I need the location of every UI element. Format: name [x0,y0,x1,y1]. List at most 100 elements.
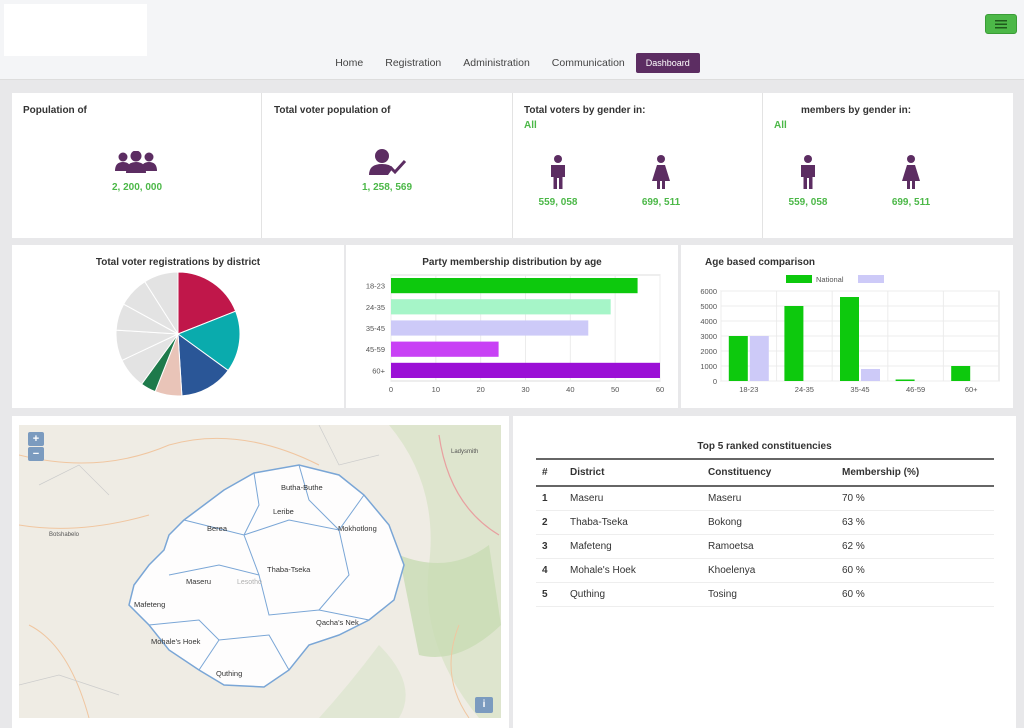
members-gender-filter[interactable]: All [774,120,787,131]
x-tick-label: 30 [521,385,529,394]
bar[interactable] [391,362,660,378]
bar[interactable] [728,336,748,381]
col-rank-header[interactable]: # [536,458,564,487]
x-tick-label: 35-45 [850,385,869,394]
pie-slice[interactable] [176,310,241,372]
y-tick-label: 45-59 [366,345,385,354]
constituency-cell: Tosing [702,582,836,607]
district-cell: Maseru [564,486,702,511]
constituency-cell: Bokong [702,510,836,535]
district-cell: Mafeteng [564,534,702,559]
rank-cell: 3 [536,534,564,559]
bar[interactable] [895,379,915,382]
x-tick-label: 46-59 [906,385,925,394]
map-label-mohales-hoek: Mohale's Hoek [151,637,201,646]
population-value: 2, 200, 000 [111,182,163,193]
hamburger-icon [995,19,1007,28]
population-title: Population of [23,105,87,116]
nav-dashboard[interactable]: Dashboard [635,53,700,73]
bar[interactable] [784,306,804,381]
bar[interactable] [391,320,589,336]
pie-slice[interactable] [144,271,179,336]
membership-cell: 62 % [836,534,994,559]
constituency-cell: Khoelenya [702,558,836,583]
map-info-button[interactable]: i [475,697,493,713]
nav-communication[interactable]: Communication [551,57,625,69]
menu-button[interactable] [985,14,1017,34]
bar[interactable] [861,369,880,381]
x-tick-label: 10 [432,385,440,394]
bar-chart-card: Party membership distribution by age 0 10… [346,245,678,408]
bar[interactable] [951,366,971,381]
pie-slice[interactable] [177,332,229,397]
x-tick-label: 0 [389,385,393,394]
pie-chart-card: Total voter registrations by district [12,245,344,408]
y-tick-label: 2000 [700,347,717,356]
table-card: Top 5 ranked constituencies # District C… [513,416,1016,728]
x-tick-label: 24-35 [795,385,814,394]
bar[interactable] [391,299,611,315]
zoom-in-button[interactable]: + [28,432,44,446]
zoom-out-button[interactable]: − [28,447,44,461]
col-district-header[interactable]: District [564,458,702,487]
membership-cell: 70 % [836,486,994,511]
district-cell: Mohale's Hoek [564,558,702,583]
table-header-row: # District Constituency Membership (%) [536,458,994,487]
bar[interactable] [749,336,769,381]
legend-label: National [816,275,844,284]
x-tick-label: 50 [611,385,619,394]
male-icon [551,155,565,189]
voters-gender-filter[interactable]: All [524,120,537,131]
map-label-ladysmith: Ladysmith [451,449,479,455]
pie-slice[interactable] [177,271,237,335]
x-tick-label: 18-23 [739,385,758,394]
bar[interactable] [391,341,499,357]
bar[interactable] [391,278,638,294]
user-check-icon [369,149,407,175]
voters-female-value: 699, 511 [641,197,681,208]
map-label-leribe: Leribe [273,507,294,516]
divider [762,93,763,238]
voter-population-value: 1, 258, 569 [361,182,413,193]
table-row: 5 Quthing Tosing 60 % [536,582,994,607]
col-membership-header[interactable]: Membership (%) [836,458,994,487]
map-label-botshabelo: Botshabelo [49,532,80,538]
y-tick-label: 3000 [700,332,717,341]
age-comparison-title: Age based comparison [705,257,816,268]
map-label-maseru: Maseru [186,577,212,586]
legend-swatch[interactable] [786,275,812,283]
legend-swatch[interactable] [858,275,884,283]
rank-cell: 4 [536,558,564,583]
table-row: 1 Maseru Maseru 70 % [536,486,994,511]
y-tick-label: 0 [713,377,717,386]
membership-cell: 60 % [836,582,994,607]
logo [4,4,147,56]
divider [512,93,513,238]
age-comparison-card: Age based comparison National 0 1000 2000 30… [681,245,1013,408]
x-tick-label: 60 [656,385,664,394]
nav-administration[interactable]: Administration [463,57,530,69]
membership-cell: 63 % [836,510,994,535]
voters-male-value: 559, 058 [538,197,578,208]
male-icon [801,155,815,189]
y-tick-label: 6000 [700,287,717,296]
main-nav: Home Registration Administration Communi… [0,50,1024,76]
pie-chart-title: Total voter registrations by district [95,257,261,268]
x-tick-label: 40 [566,385,574,394]
table-row: 4 Mohale's Hoek Khoelenya 60 % [536,558,994,583]
nav-home[interactable]: Home [335,57,364,69]
map-label-qachas-nek: Qacha's Nek [316,618,359,627]
x-tick-label: 60+ [965,385,978,394]
y-tick-label: 18-23 [366,282,385,291]
col-constituency-header[interactable]: Constituency [702,458,836,487]
top-bar: Home Registration Administration Communi… [0,0,1024,80]
y-tick-label: 1000 [700,362,717,371]
users-icon [115,151,157,173]
age-bar-chart: 0 10 20 30 40 50 60 18-23 24-35 35-45 45-59 60+ [366,274,664,394]
map[interactable]: Butha-Buthe Leribe Berea Mokhotlong Mase… [19,425,501,718]
nav-registration[interactable]: Registration [385,57,442,69]
members-male-value: 559, 058 [788,197,828,208]
bar[interactable] [840,297,859,381]
voter-population-title: Total voter population of [274,105,391,116]
district-cell: Thaba-Tseka [564,510,702,535]
